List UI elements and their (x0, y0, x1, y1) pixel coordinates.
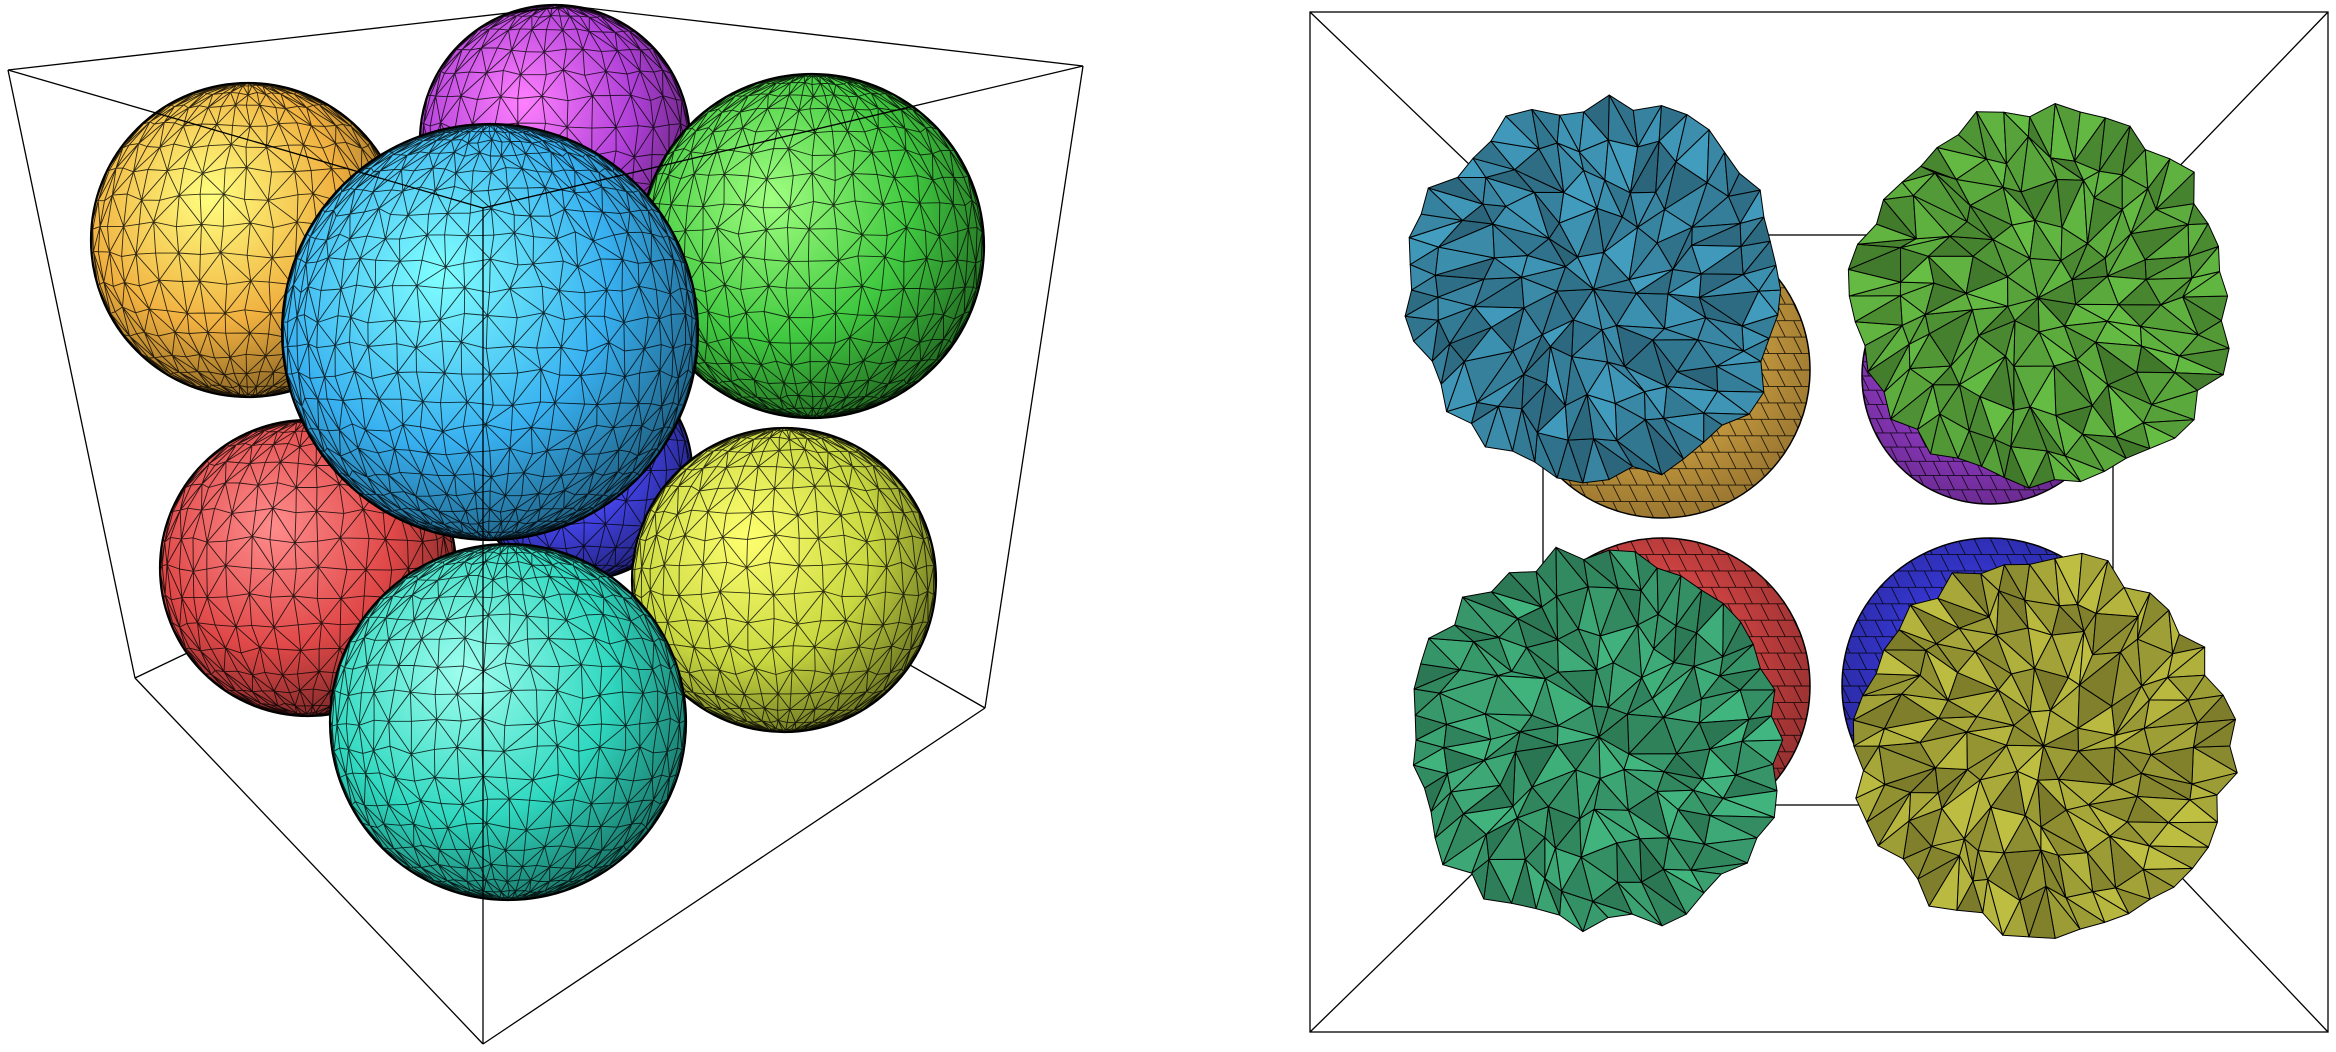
left-sphere-group (89, 3, 986, 902)
left-view-panel (7, 3, 1084, 1045)
box-wireframe (1309, 11, 2329, 1033)
sphere-green-mesh (640, 74, 984, 418)
sphere-cyan-mesh (282, 124, 698, 540)
sphere-cyan-surface (282, 124, 698, 540)
faceted-sphere-steel-blue (1404, 94, 1782, 484)
faceted-sphere-sea-green (1412, 546, 1784, 933)
cube-front-edges (7, 5, 1084, 1045)
right-sphere-group (1404, 94, 2238, 939)
sphere-cyan-outline (280, 122, 700, 542)
sphere-teal (328, 542, 688, 902)
sphere-cyan (280, 122, 700, 542)
sphere-yellow-mesh (632, 428, 936, 732)
faceted-sphere-olive (1852, 552, 2238, 939)
sphere-orange-mesh (91, 83, 405, 397)
faceted-sphere-olive-green (1847, 103, 2230, 489)
sphere-yellow (630, 426, 938, 734)
sphere-yellow-outline (630, 426, 938, 734)
sphere-teal-mesh (330, 544, 686, 900)
sphere-teal-outline (328, 542, 688, 902)
right-view-panel (1309, 11, 2329, 1033)
sphere-yellow-surface (632, 428, 936, 732)
